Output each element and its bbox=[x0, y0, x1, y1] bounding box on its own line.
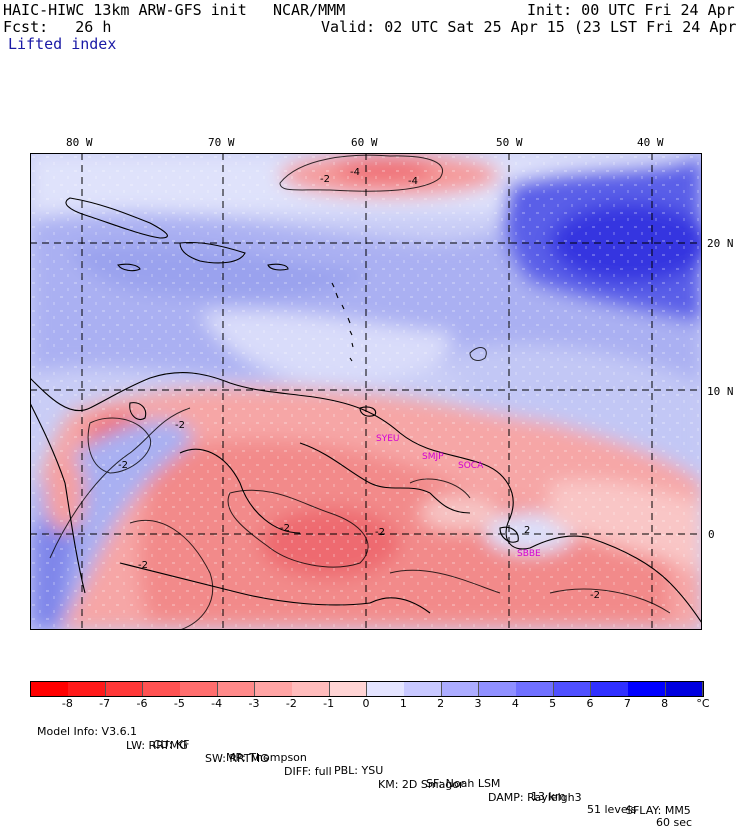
colorbar-swatch bbox=[217, 682, 256, 696]
colorbar-tick-label: -8 bbox=[61, 697, 73, 710]
colorbar-swatch bbox=[255, 682, 293, 696]
station-label-smjp: SMJP bbox=[422, 452, 444, 462]
diffusion-option: DIFF: full bbox=[284, 765, 332, 778]
colorbar-swatch bbox=[628, 682, 667, 696]
model-info-line1: Model Info: V3.6.1 CU: KF MP: Thompson P… bbox=[30, 712, 692, 829]
colorbar-swatch bbox=[329, 682, 368, 696]
colorbar-swatch bbox=[68, 682, 107, 696]
colorbar-swatch bbox=[516, 682, 555, 696]
pbl-scheme: PBL: YSU bbox=[334, 764, 384, 777]
contour-label: -2 bbox=[280, 523, 290, 534]
shortwave-scheme: SW: RRTMG bbox=[205, 752, 269, 765]
contour-label: -2 bbox=[590, 590, 600, 601]
colorbar-swatch bbox=[105, 682, 144, 696]
colorbar-tick-label: -2 bbox=[285, 697, 297, 710]
lon-label-40w: 40 W bbox=[637, 136, 664, 149]
lon-label-60w: 60 W bbox=[351, 136, 378, 149]
contour-label: -4 bbox=[408, 176, 418, 187]
colorbar-swatch bbox=[441, 682, 480, 696]
colorbar-tick-label: 6 bbox=[586, 697, 594, 710]
colorbar-swatch bbox=[292, 682, 331, 696]
colorbar-tick-label: 5 bbox=[549, 697, 557, 710]
colorbar-swatch bbox=[180, 682, 219, 696]
station-label-soca: SOCA bbox=[458, 461, 484, 471]
km-option: KM: 2D Smagor bbox=[378, 778, 464, 791]
colorbar-tick-label: -5 bbox=[173, 697, 185, 710]
model-title: HAIC-HIWC 13km ARW-GFS init bbox=[3, 1, 247, 19]
contour-label: 2 bbox=[524, 525, 530, 536]
contour-label: -2 bbox=[320, 174, 330, 185]
coastlines bbox=[30, 197, 702, 624]
station-label-sbbe: SBBE bbox=[517, 549, 541, 559]
colorbar-tick-label: 8 bbox=[661, 697, 669, 710]
contour-label: -2 bbox=[175, 420, 185, 431]
colorbar bbox=[30, 681, 704, 697]
field-name: Lifted index bbox=[8, 35, 117, 53]
colorbar-tick-label: 2 bbox=[437, 697, 445, 710]
colorbar-unit: °C bbox=[696, 697, 710, 710]
colorbar-tick-label: 1 bbox=[399, 697, 407, 710]
lon-label-80w: 80 W bbox=[66, 136, 93, 149]
colorbar-swatch bbox=[143, 682, 181, 696]
valid-time: Valid: 02 UTC Sat 25 Apr 15 (23 LST Fri … bbox=[321, 18, 740, 36]
model-version: Model Info: V3.6.1 bbox=[37, 725, 138, 738]
colorbar-swatch bbox=[665, 682, 704, 696]
colorbar-swatch bbox=[404, 682, 443, 696]
colorbar-swatch bbox=[479, 682, 517, 696]
colorbar-tick-label: 4 bbox=[511, 697, 519, 710]
colorbar-tick-label: -6 bbox=[136, 697, 148, 710]
colorbar-tick-label: -4 bbox=[211, 697, 223, 710]
colorbar-tick-label: 0 bbox=[362, 697, 370, 710]
colorbar-swatch bbox=[591, 682, 629, 696]
colorbar-tick-label: -1 bbox=[323, 697, 335, 710]
contour-label: -2 bbox=[118, 460, 128, 471]
contour-label: -2 bbox=[138, 560, 148, 571]
colorbar-tick-label: 7 bbox=[623, 697, 631, 710]
colorbar-swatch bbox=[553, 682, 592, 696]
forecast-hour: Fcst: 26 h bbox=[3, 18, 112, 36]
colorbar-tick-label: -3 bbox=[248, 697, 260, 710]
colorbar-tick-label: 3 bbox=[474, 697, 482, 710]
lat-label-20n: 20 N bbox=[707, 237, 734, 250]
lat-lon-grid bbox=[30, 153, 702, 630]
map-frame bbox=[30, 153, 702, 630]
contour-label-group: -2 -4 -4 -2 -2 -2 -2 -2 2 -2 bbox=[118, 167, 600, 601]
station-label-syeu: SYEU bbox=[376, 434, 399, 444]
lifted-index-map: -2 -4 -4 -2 -2 -2 -2 -2 2 -2 SYEU SMJP S… bbox=[30, 153, 702, 630]
colorbar-tick-label: -7 bbox=[99, 697, 111, 710]
contour-label: -4 bbox=[350, 167, 360, 178]
longwave-scheme: LW: RRTMG bbox=[126, 739, 188, 752]
lon-label-70w: 70 W bbox=[208, 136, 235, 149]
station-group: SYEU SMJP SOCA SBBE bbox=[376, 434, 541, 559]
org-label: NCAR/MMM bbox=[273, 1, 346, 19]
surface-layer-option: SFLAY: MM5 bbox=[626, 804, 691, 817]
colorbar-swatch bbox=[367, 682, 405, 696]
contour-label: -2 bbox=[375, 527, 385, 538]
damping-option: DAMP: Rayleigh3 bbox=[488, 791, 582, 804]
init-time: Init: 00 UTC Fri 24 Apr 15 bbox=[527, 1, 740, 19]
lon-label-50w: 50 W bbox=[496, 136, 523, 149]
lat-label-10n: 10 N bbox=[707, 385, 734, 398]
timestep: 60 sec bbox=[656, 816, 693, 829]
lat-label-equator: 0 bbox=[708, 528, 715, 541]
colorbar-swatch bbox=[31, 682, 69, 696]
